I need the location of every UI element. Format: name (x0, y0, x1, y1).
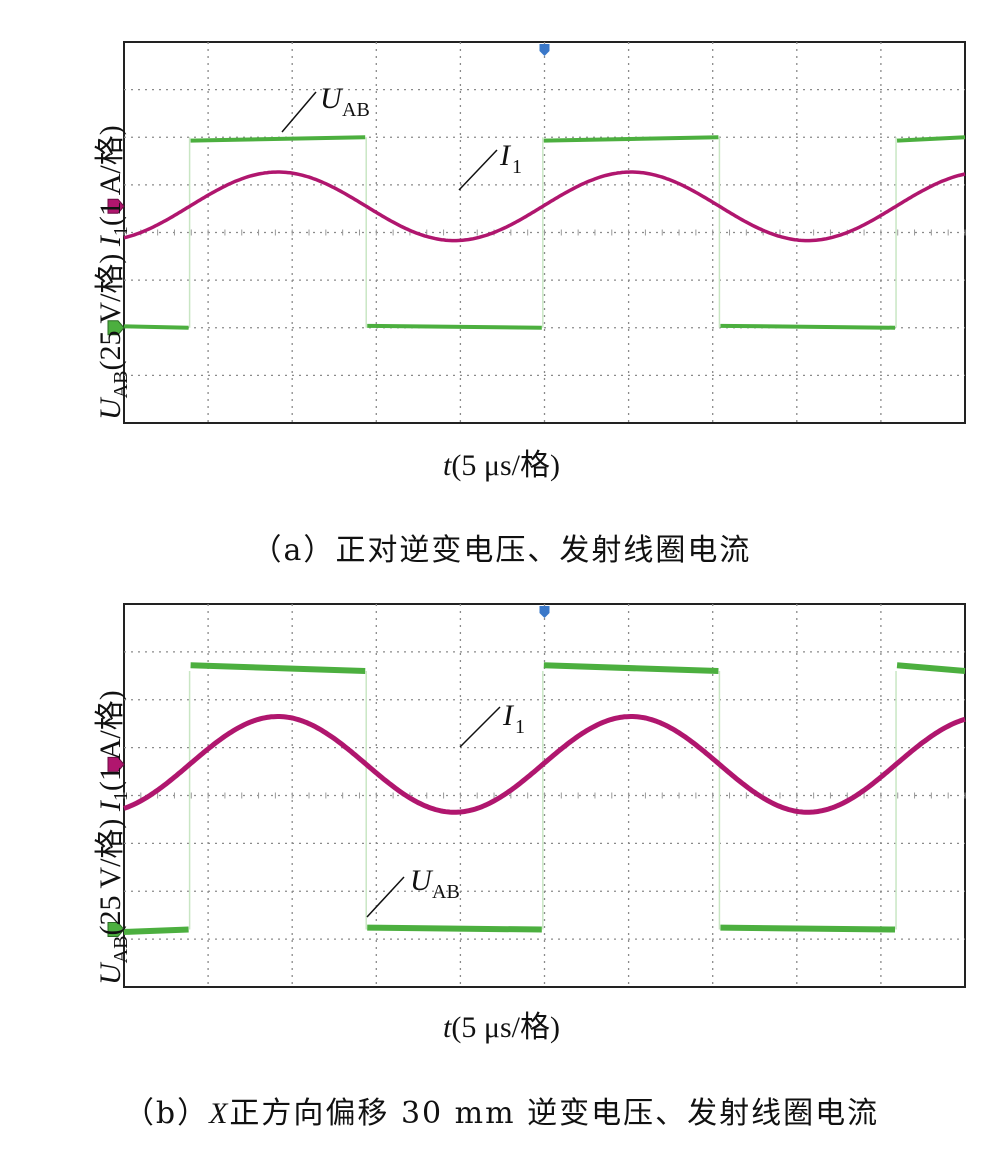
i1-trace (123, 170, 966, 243)
uab-label-sub: AB (342, 99, 370, 121)
chart-panel-a: U AB I 1 UAB(25 V/格) I1(1 A/格) t(5 μs/格) （a… (0, 0, 1003, 580)
x-axis-label-a: t(5 μs/格) (443, 449, 560, 482)
uab-trace (123, 662, 966, 935)
oscilloscope-plot-b: I 1 U AB (107, 603, 966, 988)
chart-panel-b: I 1 U AB UAB(25 V/格) I1(1 A/格) t(5 μs/格) （b… (0, 580, 1003, 1163)
i1-label: I (502, 699, 515, 732)
i1-ground-marker (107, 756, 125, 772)
i1-leader-line (459, 706, 501, 748)
caption-b: （b）X正方向偏移 30 mm 逆变电压、发射线圈电流 (123, 1096, 880, 1131)
uab-label: U (320, 82, 344, 115)
uab-label: U (410, 864, 434, 897)
y-axis-label-b: UAB(25 V/格) I1(1 A/格) (94, 690, 132, 985)
i1-label-sub: 1 (515, 716, 525, 738)
uab-ground-marker (107, 320, 125, 336)
uab-label-sub: AB (432, 881, 460, 903)
i1-trace (123, 714, 966, 815)
trigger-marker (539, 606, 550, 618)
i1-label-sub: 1 (512, 156, 522, 178)
uab-trace (123, 135, 966, 330)
caption-a: （a）正对逆变电压、发射线圈电流 (251, 533, 752, 568)
trigger-marker (539, 44, 550, 56)
oscilloscope-plot-a: U AB I 1 (107, 41, 966, 424)
uab-leader-line (281, 91, 317, 133)
i1-label: I (499, 139, 512, 172)
i1-leader-line (458, 149, 498, 191)
uab-leader-line (366, 876, 405, 918)
y-axis-label-a: UAB(25 V/格) I1(1 A/格) (94, 125, 132, 420)
i1-ground-marker (107, 198, 125, 214)
x-axis-label-b: t(5 μs/格) (443, 1011, 560, 1044)
uab-ground-marker (107, 922, 125, 938)
